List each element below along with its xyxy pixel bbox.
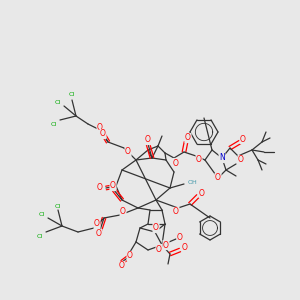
Text: O: O	[163, 241, 169, 250]
Text: O: O	[173, 158, 179, 167]
Text: Cl: Cl	[37, 233, 43, 238]
Text: N: N	[219, 154, 225, 163]
Text: O: O	[177, 232, 183, 242]
Text: O: O	[182, 242, 188, 251]
Text: O: O	[185, 134, 191, 142]
Text: O: O	[173, 208, 179, 217]
Text: Cl: Cl	[39, 212, 45, 217]
Text: Cl: Cl	[51, 122, 57, 127]
Text: O: O	[215, 173, 221, 182]
Text: O: O	[153, 224, 159, 232]
Text: O: O	[199, 188, 205, 197]
Text: Cl: Cl	[69, 92, 75, 98]
Text: O: O	[145, 136, 151, 145]
Text: O: O	[240, 134, 246, 143]
Text: O: O	[110, 182, 116, 190]
Text: Cl: Cl	[55, 100, 61, 104]
Text: O: O	[94, 220, 100, 229]
Text: Cl: Cl	[55, 203, 61, 208]
Text: O: O	[97, 184, 103, 193]
Text: O: O	[120, 206, 126, 215]
Text: O: O	[127, 251, 133, 260]
Text: O: O	[100, 130, 106, 139]
Text: O: O	[125, 148, 131, 157]
Text: O: O	[119, 262, 125, 271]
Text: OH: OH	[187, 181, 197, 185]
Text: O: O	[156, 244, 162, 253]
Text: O: O	[196, 155, 202, 164]
Text: O: O	[238, 155, 244, 164]
Text: O: O	[97, 124, 103, 133]
Text: O: O	[96, 230, 102, 238]
